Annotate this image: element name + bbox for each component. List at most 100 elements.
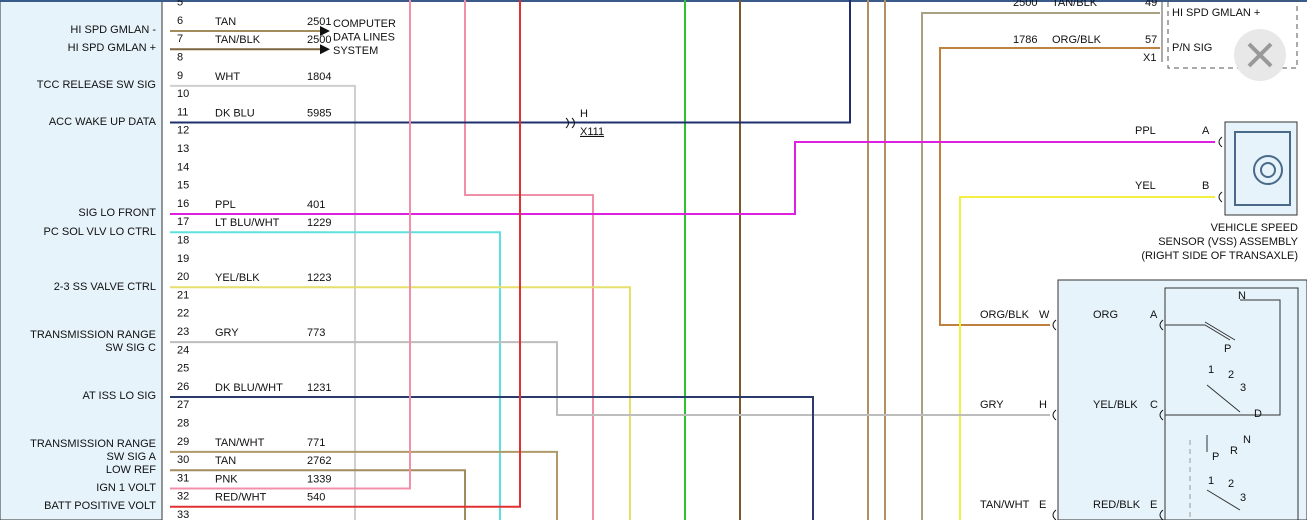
switch-position: 1	[1208, 364, 1214, 376]
pin-number: 11	[177, 106, 188, 118]
pin-number: 8	[177, 52, 183, 64]
pin-letter: A	[1150, 309, 1158, 321]
circuit-number: 2762	[307, 455, 331, 467]
sensor-icon	[1234, 131, 1291, 206]
switch-contact	[1165, 324, 1231, 341]
switch-position: 3	[1240, 382, 1246, 394]
switch-position: N	[1243, 434, 1251, 446]
switch-panel	[1057, 279, 1307, 520]
pin-number: 5	[177, 0, 183, 9]
wire	[170, 84, 356, 520]
wire	[170, 141, 1215, 215]
pin-number: 33	[177, 509, 189, 520]
wire-color: GRY	[215, 327, 239, 339]
switch-position: 3	[1240, 492, 1246, 504]
switch-blade	[1206, 384, 1241, 413]
wire	[170, 450, 558, 520]
pin-number: 10	[177, 88, 189, 100]
wire	[170, 469, 466, 520]
switch-position: R	[1230, 445, 1238, 457]
connector-symbol	[565, 117, 575, 129]
wire-color: TAN/BLK	[215, 34, 261, 46]
signal-label: PC SOL VLV LO CTRL	[44, 226, 156, 238]
signal-label: 2-3 SS VALVE CTRL	[54, 281, 156, 293]
wire-color: TAN	[215, 16, 236, 28]
module-panel	[0, 0, 163, 520]
wire	[170, 0, 851, 124]
wire-color: YEL/BLK	[215, 272, 260, 284]
signal-label: AT ISS LO SIG	[82, 390, 156, 402]
pin-number: 25	[177, 363, 189, 375]
close-icon	[1247, 42, 1273, 68]
switch-blade	[1206, 489, 1241, 511]
wire-color: ORG/BLK	[980, 309, 1030, 321]
circuit-number: 773	[307, 327, 325, 339]
switch-position: 1	[1208, 475, 1214, 487]
arrow	[320, 26, 330, 36]
pin-number: 16	[177, 198, 189, 210]
wire-color: RED/BLK	[1093, 499, 1141, 511]
signal-label: TRANSMISSION RANGE	[30, 329, 156, 341]
signal-label: IGN 1 VOLT	[96, 482, 156, 494]
wire-color: YEL	[1135, 180, 1156, 192]
signal-label: HI SPD GMLAN +	[68, 42, 156, 54]
wire-color: ORG/BLK	[1052, 34, 1102, 46]
wire-color: YEL/BLK	[1093, 399, 1138, 411]
connector-symbol	[1218, 191, 1223, 203]
wire-color: TAN/WHT	[980, 499, 1030, 511]
connector-name: X111	[580, 126, 604, 138]
wire	[921, 12, 1160, 520]
pin-letter: H	[1039, 399, 1047, 411]
wire-color: GRY	[980, 399, 1004, 411]
pin-letter: E	[1150, 499, 1157, 511]
pin-number: 7	[177, 33, 183, 45]
wire	[170, 341, 1050, 416]
circuit-number: 1223	[307, 272, 331, 284]
wire-color: TAN/WHT	[215, 437, 265, 449]
switch-position: N	[1238, 290, 1246, 302]
circuit-number: 2500	[307, 34, 331, 46]
wire	[170, 396, 814, 520]
wire	[170, 0, 521, 508]
signal-label: SW SIG C	[105, 342, 156, 354]
signal-label: SIG LO FRONT	[78, 207, 156, 219]
pin-letter: E	[1039, 499, 1046, 511]
pin-number: 57	[1145, 34, 1157, 46]
signal-label: LOW REF	[106, 464, 156, 476]
system-label: DATA LINES	[333, 31, 395, 43]
wire-color: PPL	[1135, 125, 1156, 137]
pin-number: 31	[177, 472, 189, 484]
switch-position: 2	[1228, 478, 1234, 490]
wire	[939, 47, 1160, 326]
sensor-gear	[1253, 155, 1283, 185]
signal-label: HI SPD GMLAN -	[70, 24, 156, 36]
pin-number: 19	[177, 253, 189, 265]
wire	[170, 0, 411, 490]
circuit-number: 2501	[307, 16, 331, 28]
wire	[170, 286, 631, 520]
circuit-number: 401	[307, 199, 325, 211]
pin-number: 32	[177, 491, 189, 503]
pin-number: 12	[177, 125, 189, 137]
signal-label: SW SIG A	[106, 451, 156, 463]
pin-number: 26	[177, 381, 189, 393]
pin-number: 21	[177, 289, 189, 301]
switch-contact	[1240, 299, 1281, 416]
pin-letter: B	[1202, 180, 1209, 192]
switch-position: P	[1224, 343, 1231, 355]
switch-box	[1164, 287, 1299, 520]
connector-symbol	[1052, 509, 1164, 520]
signal-label: TCC RELEASE SW SIG	[37, 79, 156, 91]
pin-number: 23	[177, 326, 189, 338]
signal-label: TRANSMISSION RANGE	[30, 438, 156, 450]
circuit-number: 1339	[307, 473, 331, 485]
pin-letter: C	[1150, 399, 1158, 411]
wire-color: LT BLU/WHT	[215, 217, 280, 229]
switch-position: P	[1212, 451, 1219, 463]
wire-color: RED/WHT	[215, 492, 267, 504]
sensor-gear	[1260, 162, 1276, 178]
wire	[170, 231, 501, 520]
pin-number: 22	[177, 308, 189, 320]
pin-number: 9	[177, 70, 183, 82]
system-label: COMPUTER	[333, 18, 396, 30]
